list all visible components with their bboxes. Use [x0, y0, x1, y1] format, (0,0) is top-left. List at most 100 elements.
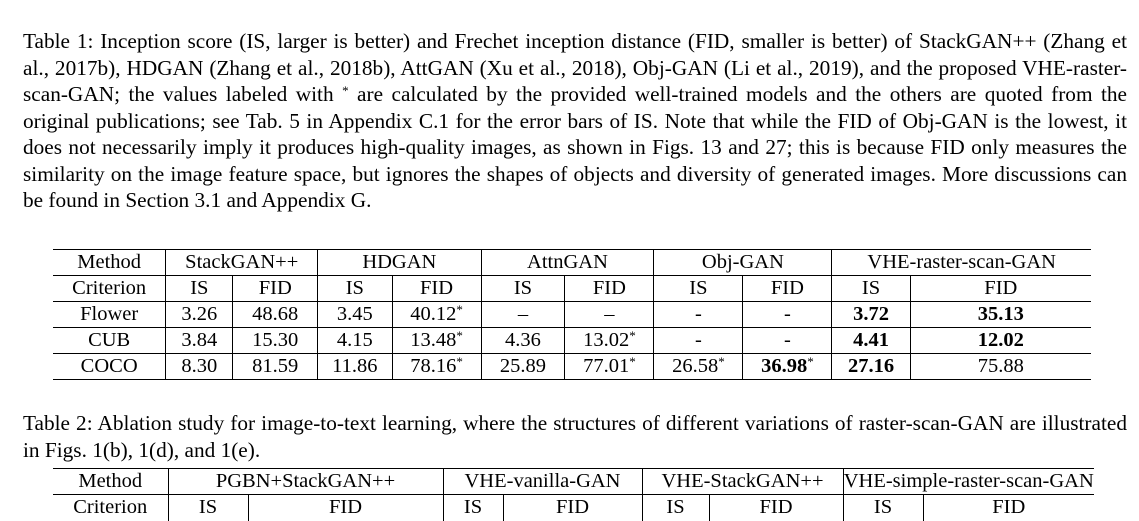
table1-criterion-header: Criterion IS FID IS FID IS FID IS FID IS… — [53, 275, 1091, 302]
method-vhe-vanilla-gan: VHE-vanilla-GAN — [442, 468, 642, 495]
criterion-is: IS — [165, 275, 233, 302]
criterion-label: Criterion — [53, 275, 166, 302]
cell-value: 15.30 — [252, 329, 299, 351]
table-cell: - — [742, 327, 832, 354]
table-cell: 11.86 — [317, 353, 393, 380]
paper-page: Table 1: Inception score (IS, larger is … — [23, 28, 1127, 521]
method-label: Method — [53, 249, 166, 276]
star-marker: * — [456, 328, 463, 343]
cell-value: - — [695, 303, 702, 325]
cell-value: 26.58 — [672, 355, 719, 377]
table-cell: 15.30 — [232, 327, 318, 354]
criterion-fid: FID — [564, 275, 654, 302]
table2: Method PGBN+StackGAN++ VHE-vanilla-GAN V… — [53, 468, 1094, 521]
table1: Method StackGAN++ HDGAN AttnGAN Obj-GAN … — [53, 249, 1091, 380]
method-hdgan: HDGAN — [317, 249, 482, 276]
criterion-label: Criterion — [53, 494, 168, 521]
caption-star: * — [342, 83, 349, 98]
star-marker: * — [807, 354, 814, 369]
table-cell: 78.16* — [391, 353, 482, 380]
star-marker: * — [718, 354, 725, 369]
criterion-is: IS — [831, 275, 911, 302]
table-cell: 75.88 — [909, 353, 1091, 380]
criterion-fid: FID — [232, 275, 318, 302]
criterion-fid: FID — [922, 494, 1094, 521]
cell-value: 13.02 — [583, 329, 630, 351]
table-row: COCO 8.30 81.59 11.86 78.16* 25.89 77.01* 26.58… — [53, 353, 1091, 380]
table-cell: 81.59 — [232, 353, 318, 380]
table1-caption-text-a: Inception score (IS, larger is better) a… — [23, 29, 1127, 106]
criterion-fid: FID — [391, 275, 482, 302]
table-cell: 77.01* — [564, 353, 654, 380]
method-vhe-simple-raster-scan-gan: VHE-simple-raster-scan-GAN — [842, 468, 1094, 495]
method-vhe-stackgan: VHE-StackGAN++ — [641, 468, 843, 495]
table2-criterion-header: Criterion IS FID IS FID IS FID IS FID — [53, 494, 1094, 521]
table-cell: - — [653, 301, 743, 328]
cell-value: – — [517, 303, 529, 325]
cell-value: - — [695, 329, 702, 351]
star-marker: * — [456, 354, 463, 369]
criterion-is: IS — [317, 275, 393, 302]
cell-value: 12.02 — [977, 329, 1024, 351]
criterion-is: IS — [167, 494, 248, 521]
method-pgbn-stackgan: PGBN+StackGAN++ — [167, 468, 443, 495]
cell-value: 27.16 — [847, 355, 895, 377]
table-cell: 40.12* — [391, 301, 482, 328]
table1-caption: Table 1: Inception score (IS, larger is … — [23, 28, 1127, 214]
table2-method-header: Method PGBN+StackGAN++ VHE-vanilla-GAN V… — [53, 468, 1094, 495]
cell-value: 35.13 — [977, 303, 1024, 325]
cell-value: 3.26 — [181, 303, 218, 325]
cell-value: – — [604, 303, 615, 325]
table-row: CUB 3.84 15.30 4.15 13.48* 4.36 13.02* - -4.41 12… — [53, 327, 1091, 354]
method-attngan: AttnGAN — [480, 249, 654, 276]
cell-value: 40.12 — [410, 303, 457, 325]
criterion-fid: FID — [502, 494, 642, 521]
table-cell: – — [480, 301, 565, 328]
table-cell: 3.45 — [317, 301, 393, 328]
criterion-fid: FID — [708, 494, 843, 521]
method-vhe-raster-scan-gan: VHE-raster-scan-GAN — [831, 249, 1091, 276]
criterion-is: IS — [653, 275, 743, 302]
table-cell: 4.36 — [480, 327, 565, 354]
table-cell: 48.68 — [232, 301, 318, 328]
row-dataset-name: Flower — [53, 301, 166, 328]
row-dataset-name: CUB — [53, 327, 166, 354]
criterion-is: IS — [842, 494, 923, 521]
table-cell: 25.89 — [480, 353, 565, 380]
criterion-fid: FID — [909, 275, 1091, 302]
cell-value: - — [783, 303, 791, 325]
cell-value: 4.15 — [336, 329, 373, 351]
table1-caption-label: Table 1: — [23, 29, 94, 53]
table1-caption-text-b: are calculated by the provided well-trai… — [23, 82, 1128, 212]
star-marker: * — [456, 302, 463, 317]
table-cell: – — [564, 301, 654, 328]
table-cell: 8.30 — [165, 353, 233, 380]
cell-value: 78.16 — [410, 355, 457, 377]
cell-value: - — [783, 329, 791, 351]
star-marker: * — [629, 328, 636, 343]
table-cell: 3.84 — [165, 327, 233, 354]
cell-value: 3.45 — [336, 303, 373, 325]
star-marker: * — [629, 354, 636, 369]
criterion-is: IS — [480, 275, 565, 302]
table-cell: 13.02* — [564, 327, 654, 354]
method-stackgan: StackGAN++ — [165, 249, 318, 276]
criterion-fid: FID — [742, 275, 832, 302]
row-dataset-name: COCO — [53, 353, 166, 380]
table-cell: 36.98* — [742, 353, 832, 380]
table-cell: - — [742, 301, 832, 328]
table-cell: 12.02 — [909, 327, 1091, 354]
cell-value: 8.30 — [181, 355, 218, 377]
cell-value: 81.59 — [252, 355, 299, 377]
table-cell: 3.26 — [165, 301, 233, 328]
cell-value: 11.86 — [332, 355, 378, 377]
cell-value: 4.41 — [853, 329, 889, 351]
table2-caption-text: Ablation study for image-to-text learnin… — [23, 411, 1127, 462]
table1-method-header: Method StackGAN++ HDGAN AttnGAN Obj-GAN … — [53, 249, 1091, 276]
cell-value: 3.84 — [181, 329, 218, 351]
method-label: Method — [53, 468, 168, 495]
cell-value: 13.48 — [410, 329, 457, 351]
cell-value: 3.72 — [853, 303, 889, 325]
table-cell: 35.13 — [909, 301, 1091, 328]
table-cell: 27.16 — [831, 353, 911, 380]
